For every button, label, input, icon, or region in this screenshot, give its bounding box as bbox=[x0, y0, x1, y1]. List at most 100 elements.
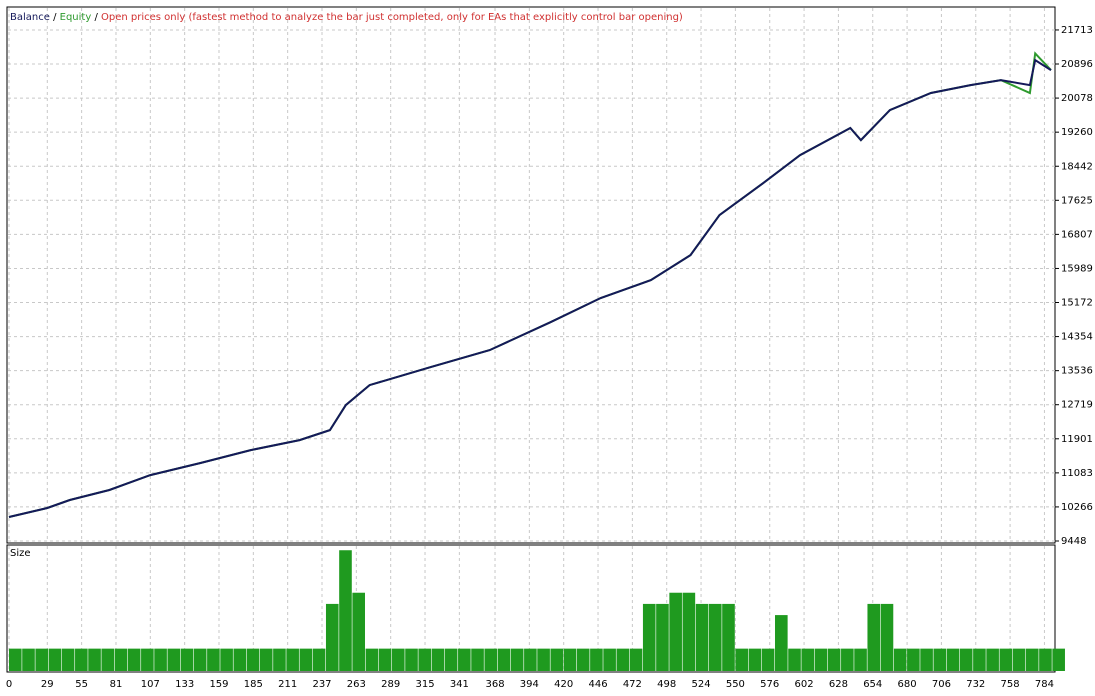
y-tick-label: 11901 bbox=[1061, 434, 1093, 445]
size-bar bbox=[193, 648, 207, 671]
size-bar bbox=[814, 648, 828, 671]
size-bar bbox=[616, 648, 630, 671]
size-bar bbox=[946, 648, 960, 671]
size-bar bbox=[695, 603, 709, 671]
size-bar bbox=[471, 648, 484, 671]
size-bar bbox=[656, 603, 669, 671]
size-bar bbox=[590, 648, 603, 671]
size-bar bbox=[418, 648, 432, 671]
y-tick-label: 9448 bbox=[1061, 536, 1086, 547]
size-bar bbox=[458, 648, 471, 671]
size-bar bbox=[907, 648, 920, 671]
size-bar bbox=[339, 550, 352, 671]
size-bar bbox=[273, 648, 286, 671]
size-bar bbox=[524, 648, 537, 671]
size-bar bbox=[114, 648, 128, 671]
x-tick-label: 29 bbox=[41, 679, 54, 690]
y-tick-label: 20896 bbox=[1061, 59, 1093, 70]
size-bar bbox=[48, 648, 62, 671]
size-bar bbox=[708, 603, 722, 671]
y-tick-label: 21713 bbox=[1061, 25, 1093, 36]
size-bar bbox=[841, 648, 854, 671]
size-bar bbox=[101, 648, 115, 671]
x-tick-label: 0 bbox=[6, 679, 12, 690]
size-bar bbox=[35, 648, 49, 671]
size-bar bbox=[299, 648, 313, 671]
size-bar bbox=[352, 592, 365, 671]
x-tick-label: 368 bbox=[485, 679, 504, 690]
size-bar bbox=[207, 648, 220, 671]
x-tick-label: 706 bbox=[932, 679, 951, 690]
size-bar bbox=[286, 648, 299, 671]
x-tick-label: 576 bbox=[760, 679, 779, 690]
size-bar bbox=[392, 648, 405, 671]
legend: Balance / Equity / Open prices only (fas… bbox=[10, 12, 683, 23]
size-bar bbox=[735, 648, 748, 671]
size-bar bbox=[827, 648, 841, 671]
size-bar bbox=[986, 648, 999, 671]
x-tick-label: 55 bbox=[75, 679, 88, 690]
x-tick-label: 185 bbox=[244, 679, 263, 690]
y-tick-label: 17625 bbox=[1061, 195, 1093, 206]
x-tick-label: 263 bbox=[347, 679, 366, 690]
size-bar bbox=[365, 648, 379, 671]
size-bar bbox=[431, 648, 445, 671]
y-tick-label: 18442 bbox=[1061, 161, 1093, 172]
size-bar bbox=[259, 648, 273, 671]
size-bar bbox=[444, 648, 458, 671]
y-tick-label: 15172 bbox=[1061, 298, 1093, 309]
size-bar bbox=[497, 648, 511, 671]
size-bar bbox=[854, 648, 867, 671]
x-tick-label: 680 bbox=[898, 679, 917, 690]
x-tick-label: 107 bbox=[141, 679, 160, 690]
size-bar bbox=[141, 648, 154, 671]
size-bar bbox=[761, 648, 775, 671]
size-bar bbox=[603, 648, 616, 671]
size-bar bbox=[893, 648, 907, 671]
y-tick-label: 15989 bbox=[1061, 263, 1093, 274]
size-bar bbox=[629, 648, 643, 671]
size-bar bbox=[867, 603, 881, 671]
y-tick-label: 20078 bbox=[1061, 93, 1093, 104]
x-tick-label: 524 bbox=[692, 679, 711, 690]
x-tick-label: 498 bbox=[657, 679, 676, 690]
x-tick-label: 237 bbox=[312, 679, 331, 690]
x-tick-label: 420 bbox=[554, 679, 573, 690]
x-tick-label: 758 bbox=[1001, 679, 1020, 690]
series-line bbox=[8, 51, 1052, 518]
legend-balance: Balance bbox=[10, 12, 50, 23]
x-tick-label: 550 bbox=[726, 679, 745, 690]
size-bar bbox=[576, 648, 590, 671]
series-line bbox=[8, 58, 1052, 518]
size-bar bbox=[1039, 648, 1052, 671]
size-bar bbox=[973, 648, 986, 671]
legend-separator: / bbox=[94, 12, 98, 23]
x-tick-label: 446 bbox=[588, 679, 607, 690]
marks bbox=[8, 51, 1065, 671]
x-tick-label: 133 bbox=[175, 679, 194, 690]
size-bar bbox=[75, 648, 88, 671]
x-tick-label: 289 bbox=[381, 679, 400, 690]
x-tick-label: 315 bbox=[415, 679, 434, 690]
size-bar bbox=[880, 603, 894, 671]
y-tick-label: 19260 bbox=[1061, 127, 1093, 138]
x-tick-label: 784 bbox=[1035, 679, 1054, 690]
x-tick-label: 732 bbox=[966, 679, 985, 690]
x-tick-label: 341 bbox=[450, 679, 469, 690]
x-tick-label: 602 bbox=[795, 679, 814, 690]
size-bar bbox=[127, 648, 141, 671]
y-tick-label: 11083 bbox=[1061, 468, 1093, 479]
x-tick-label: 628 bbox=[829, 679, 848, 690]
size-bar bbox=[405, 648, 418, 671]
size-bar bbox=[312, 648, 326, 671]
size-bar bbox=[1052, 648, 1065, 671]
size-bar bbox=[1012, 648, 1026, 671]
y-tick-label: 10266 bbox=[1061, 502, 1093, 513]
x-tick-label: 211 bbox=[278, 679, 297, 690]
size-bar bbox=[88, 648, 101, 671]
y-tick-label: 14354 bbox=[1061, 332, 1093, 343]
x-tick-label: 394 bbox=[520, 679, 539, 690]
main-panel-frame bbox=[6, 6, 1056, 544]
size-bar bbox=[246, 648, 260, 671]
